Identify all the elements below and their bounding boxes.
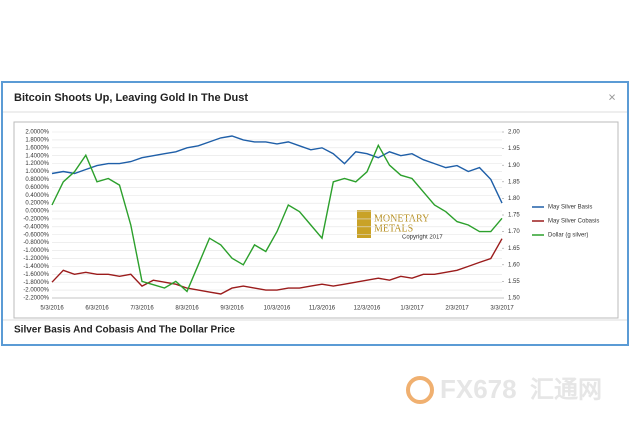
y-tick-label: 1.2000%: [25, 161, 49, 167]
y-tick-label: -1.8000%: [23, 280, 49, 286]
y-tick-label: 0.2000%: [25, 201, 49, 207]
legend-label: Dollar (g silver): [548, 233, 588, 239]
y-tick-label: -1.6000%: [23, 272, 49, 278]
plot: 2.0000%1.8000% 1.6000% 1.4000% 1.2000% 1.000…: [23, 130, 599, 312]
watermark: FX678 汇通网: [406, 374, 602, 404]
legend-label: May Silver Cobasis: [548, 219, 599, 225]
y-tick-label: -0.8000%: [23, 240, 49, 246]
series-line: [51, 135, 503, 204]
x-tick-label: 2/3/2017: [445, 306, 469, 312]
x-tick-label: 1/3/2017: [400, 306, 424, 312]
y-tick-label: 0.8000%: [25, 177, 49, 183]
x-tick-label: 9/3/2016: [220, 306, 244, 312]
y-tick-label: 1.0000%: [25, 169, 49, 175]
y-tick-label: -1.2000%: [23, 256, 49, 262]
y-tick-label: -0.6000%: [23, 232, 49, 238]
x-tick-label: 8/3/2016: [175, 306, 199, 312]
chart-frame: [13, 121, 619, 319]
logo: MONETARY METALS Copyright 2017: [354, 207, 446, 241]
x-tick-label: 10/3/2016: [264, 306, 291, 312]
logo-icon: [357, 210, 371, 238]
y2-tick-label: 1.85: [508, 179, 520, 185]
y2-tick-label: 1.60: [508, 262, 520, 268]
y-tick-label: -2.2000%: [23, 296, 49, 302]
x-tick-label: 3/3/2017: [490, 306, 514, 312]
series-line: [51, 238, 503, 295]
y2-tick-label: 1.90: [508, 163, 520, 169]
x-tick-label: 7/3/2016: [130, 306, 154, 312]
y-tick-label: -0.2000%: [23, 217, 49, 223]
legend-label: May Silver Basis: [548, 205, 592, 211]
y-tick-label: 1.4000%: [25, 153, 49, 159]
y-tick-label: -2.0000%: [23, 288, 49, 294]
y2-tick-label: 1.50: [508, 296, 520, 302]
x-tick-label: 11/3/2016: [309, 306, 336, 312]
x-tick-label: 12/3/2016: [354, 306, 381, 312]
logo-name2: METALS: [374, 223, 413, 234]
watermark-cn: 汇通网: [530, 376, 602, 403]
y-tick-label: 0.0000%: [25, 209, 49, 215]
y-tick-label: 1.8000%: [25, 137, 49, 143]
y2-tick-label: 1.95: [508, 146, 520, 152]
y2-tick-label: 2.00: [508, 130, 520, 136]
y-tick-label: -1.4000%: [23, 264, 49, 270]
y-tick-label: -0.4000%: [23, 224, 49, 230]
y2-tick-label: 1.80: [508, 196, 520, 202]
close-button[interactable]: ×: [608, 89, 616, 104]
y-tick-label: 1.6000%: [25, 145, 49, 151]
y2-tick-label: 1.75: [508, 213, 520, 219]
dialog-title: Bitcoin Shoots Up, Leaving Gold In The D…: [14, 92, 248, 104]
x-tick-label: 5/3/2016: [40, 306, 64, 312]
series-line: [51, 143, 503, 293]
y2-tick-label: 1.55: [508, 279, 520, 285]
watermark-brand: FX678: [440, 374, 517, 404]
y-tick-label: -1.0000%: [23, 248, 49, 254]
y-tick-label: 0.6000%: [25, 185, 49, 191]
y2-tick-label: 1.65: [508, 246, 520, 252]
caption: Silver Basis And Cobasis And The Dollar …: [14, 325, 235, 336]
x-tick-label: 6/3/2016: [85, 306, 109, 312]
watermark-icon: [406, 376, 434, 404]
y-tick-label: 0.4000%: [25, 193, 49, 199]
logo-copyright: Copyright 2017: [402, 235, 443, 241]
y2-tick-label: 1.70: [508, 229, 520, 235]
y-tick-label: 2.0000%: [25, 130, 49, 136]
